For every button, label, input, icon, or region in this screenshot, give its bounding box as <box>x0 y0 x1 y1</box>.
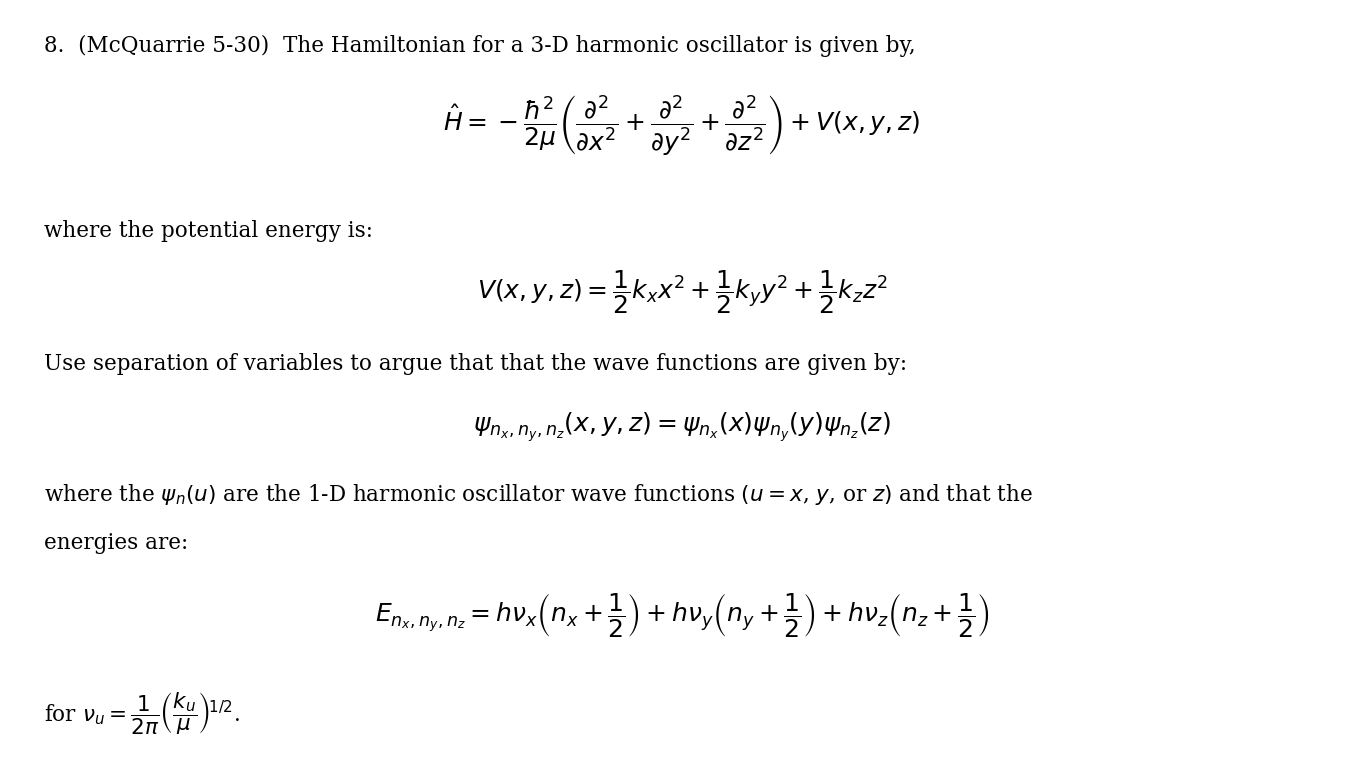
Text: energies are:: energies are: <box>44 532 188 554</box>
Text: for $\nu_u = \dfrac{1}{2\pi}\left(\dfrac{k_u}{\mu}\right)^{\!1/2}$.: for $\nu_u = \dfrac{1}{2\pi}\left(\dfrac… <box>44 690 240 737</box>
Text: $E_{n_x,n_y,n_z} = h\nu_x\left(n_x+\dfrac{1}{2}\right)+h\nu_y\left(n_y+\dfrac{1}: $E_{n_x,n_y,n_z} = h\nu_x\left(n_x+\dfra… <box>375 591 989 640</box>
Text: Use separation of variables to argue that that the wave functions are given by:: Use separation of variables to argue tha… <box>44 353 907 375</box>
Text: $\psi_{n_x,n_y,n_z}(x,y,z) = \psi_{n_x}(x)\psi_{n_y}(y)\psi_{n_z}(z)$: $\psi_{n_x,n_y,n_z}(x,y,z) = \psi_{n_x}(… <box>473 411 891 444</box>
Text: 8.  (McQuarrie 5-30)  The Hamiltonian for a 3-D harmonic oscillator is given by,: 8. (McQuarrie 5-30) The Hamiltonian for … <box>44 35 915 57</box>
Text: $\hat{H} = -\dfrac{\hbar^2}{2\mu}\left(\dfrac{\partial^2}{\partial x^2}+\dfrac{\: $\hat{H} = -\dfrac{\hbar^2}{2\mu}\left(\… <box>443 93 921 158</box>
Text: where the potential energy is:: where the potential energy is: <box>44 220 372 241</box>
Text: where the $\psi_n(u)$ are the 1-D harmonic oscillator wave functions $(u = x$, $: where the $\psi_n(u)$ are the 1-D harmon… <box>44 482 1033 507</box>
Text: $V(x,y,z) = \dfrac{1}{2}k_x x^2 + \dfrac{1}{2}k_y y^2 + \dfrac{1}{2}k_z z^2$: $V(x,y,z) = \dfrac{1}{2}k_x x^2 + \dfrac… <box>476 268 888 315</box>
